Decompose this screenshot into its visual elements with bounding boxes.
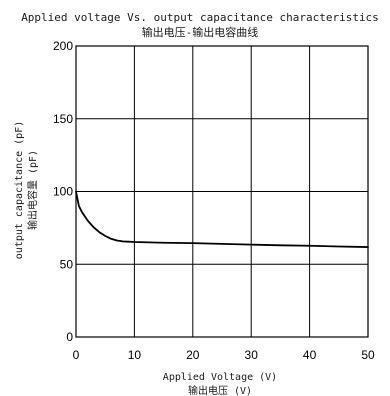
x-tick-label-0: 0: [73, 348, 80, 362]
y-tick-label-0: 0: [66, 330, 73, 344]
y-tick-label-150: 150: [53, 112, 73, 126]
y-axis-label: output capacitance (pF): [14, 121, 25, 259]
y-tick-label-100: 100: [53, 185, 73, 199]
series-line-0: [75, 190, 369, 248]
grid-lines: [76, 46, 368, 337]
y-tick-label-50: 50: [60, 257, 74, 271]
x-tick-label-40: 40: [303, 348, 317, 362]
chart-subtitle: 输出电压-输出电容曲线: [142, 25, 259, 39]
x-axis-label: Applied Voltage (V): [163, 372, 277, 383]
chart-title: Applied voltage Vs. output capacitance c…: [21, 11, 379, 24]
y-axis-label-cn: 输出电容量 (pF): [26, 150, 39, 230]
series-group: [75, 190, 369, 248]
x-tick-label-50: 50: [361, 348, 375, 362]
x-tick-label-30: 30: [245, 348, 259, 362]
tick-labels: 0 10 20 30 40 50 0 50 100 150 200: [53, 39, 375, 362]
x-tick-label-20: 20: [186, 348, 200, 362]
y-tick-label-200: 200: [53, 39, 73, 53]
x-axis-label-cn: 输出电压 (V): [188, 384, 252, 396]
x-tick-label-10: 10: [128, 348, 142, 362]
